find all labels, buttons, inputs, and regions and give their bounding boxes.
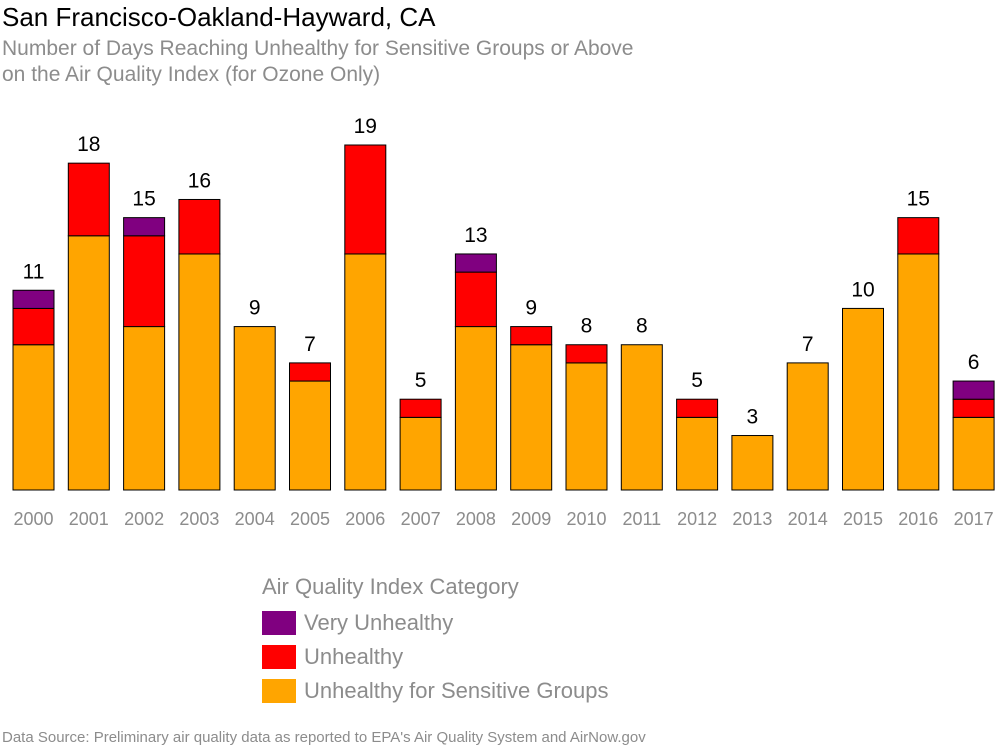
- x-tick-label-2008: 2008: [456, 509, 496, 529]
- bar-segment-2007-unhealthy: [399, 398, 442, 418]
- x-tick-label-2009: 2009: [511, 509, 551, 529]
- bar-segment-2002-sensitive: [123, 326, 166, 491]
- bar-total-label-2000: 11: [23, 260, 45, 283]
- chart-subtitle-line-2: on the Air Quality Index (for Ozone Only…: [2, 63, 381, 86]
- bar-segment-2006-sensitive: [344, 253, 387, 491]
- bar-segment-2008-very-unhealthy: [454, 253, 497, 273]
- x-tick-label-2013: 2013: [732, 509, 772, 529]
- bar-segment-2014-sensitive: [786, 362, 829, 491]
- bar-total-label-2006: 19: [354, 115, 377, 138]
- bar-total-label-2004: 9: [249, 297, 261, 320]
- bar-segment-2006-unhealthy: [344, 144, 387, 255]
- bar-segment-2017-sensitive: [952, 416, 995, 491]
- bar-segment-2007-sensitive: [399, 416, 442, 491]
- bar-segment-2001-sensitive: [67, 235, 110, 491]
- bar-segment-2009-sensitive: [510, 344, 553, 491]
- bar-total-label-2002: 15: [132, 188, 155, 211]
- x-tick-label-2005: 2005: [290, 509, 330, 529]
- x-tick-label-2002: 2002: [124, 509, 164, 529]
- bar-segment-2000-unhealthy: [12, 307, 55, 346]
- bar-segment-2003-sensitive: [178, 253, 221, 491]
- bar-segment-2016-sensitive: [897, 253, 940, 491]
- chart-title: San Francisco-Oakland-Hayward, CA: [2, 2, 436, 32]
- legend-swatch-very-unhealthy: [262, 611, 296, 635]
- x-tick-label-2003: 2003: [179, 509, 219, 529]
- x-tick-label-2016: 2016: [898, 509, 938, 529]
- bar-total-label-2011: 8: [636, 315, 648, 338]
- bar-chart: 11 2000 18 2001 15 2002 16 2003 9 2004 7 2005 19 2006…: [12, 115, 995, 529]
- x-tick-label-2017: 2017: [954, 509, 994, 529]
- bar-segment-2012-sensitive: [676, 416, 719, 491]
- bar-total-label-2013: 3: [747, 406, 759, 429]
- bar-segment-2008-sensitive: [454, 326, 497, 491]
- bar-total-label-2003: 16: [188, 169, 211, 192]
- bar-total-label-2001: 18: [77, 133, 100, 156]
- bar-segment-2004-sensitive: [233, 326, 276, 491]
- bar-segment-2002-very-unhealthy: [123, 217, 166, 237]
- bar-segment-2005-sensitive: [289, 380, 331, 491]
- bar-segment-2017-very-unhealthy: [952, 380, 995, 400]
- bar-total-label-2010: 8: [581, 315, 593, 338]
- x-tick-label-2011: 2011: [622, 509, 661, 529]
- bar-segment-2002-unhealthy: [123, 235, 166, 328]
- bar-segment-2010-unhealthy: [565, 344, 608, 364]
- bar-segment-2005-unhealthy: [289, 362, 331, 382]
- x-tick-label-2000: 2000: [13, 509, 53, 529]
- x-tick-label-2007: 2007: [401, 509, 441, 529]
- x-tick-label-2015: 2015: [843, 509, 883, 529]
- bar-segment-2000-very-unhealthy: [12, 289, 55, 309]
- bar-total-label-2017: 6: [968, 351, 980, 374]
- bar-total-label-2015: 10: [851, 278, 874, 301]
- legend-item-very-unhealthy: Very Unhealthy: [262, 606, 609, 640]
- bar-total-label-2005: 7: [304, 333, 316, 356]
- legend-label-very-unhealthy: Very Unhealthy: [304, 610, 454, 635]
- x-tick-label-2004: 2004: [235, 509, 275, 529]
- x-tick-label-2012: 2012: [677, 509, 717, 529]
- chart-subtitle-line-1: Number of Days Reaching Unhealthy for Se…: [2, 37, 634, 60]
- legend-item-sensitive: Unhealthy for Sensitive Groups: [262, 674, 609, 708]
- data-source-note: Data Source: Preliminary air quality dat…: [2, 729, 646, 746]
- bar-total-label-2016: 15: [907, 188, 930, 211]
- legend-title: Air Quality Index Category: [262, 574, 519, 599]
- bar-segment-2003-unhealthy: [178, 198, 221, 255]
- bar-segment-2008-unhealthy: [454, 271, 497, 328]
- bar-total-label-2014: 7: [802, 333, 814, 356]
- x-tick-label-2006: 2006: [345, 509, 385, 529]
- legend-item-unhealthy: Unhealthy: [262, 640, 609, 674]
- bar-total-label-2009: 9: [525, 297, 537, 320]
- bar-total-label-2012: 5: [691, 369, 703, 392]
- x-tick-label-2010: 2010: [566, 509, 606, 529]
- bar-segment-2011-sensitive: [620, 344, 663, 491]
- legend-label-sensitive: Unhealthy for Sensitive Groups: [304, 678, 609, 703]
- chart-subtitle: Number of Days Reaching Unhealthy for Se…: [2, 36, 634, 88]
- legend-label-unhealthy: Unhealthy: [304, 644, 404, 669]
- bar-segment-2015-sensitive: [842, 307, 884, 491]
- bar-segment-2012-unhealthy: [676, 398, 719, 418]
- x-tick-label-2001: 2001: [69, 509, 109, 529]
- bar-segment-2010-sensitive: [565, 362, 608, 491]
- x-tick-label-2014: 2014: [788, 509, 828, 529]
- bar-segment-2000-sensitive: [12, 344, 55, 491]
- legend-swatch-sensitive: [262, 679, 296, 703]
- bar-total-label-2008: 13: [464, 224, 487, 247]
- legend-swatch-unhealthy: [262, 645, 296, 669]
- bar-segment-2016-unhealthy: [897, 217, 940, 255]
- bar-segment-2001-unhealthy: [67, 162, 110, 237]
- bar-segment-2013-sensitive: [731, 435, 774, 491]
- bar-segment-2017-unhealthy: [952, 398, 995, 418]
- legend: Air Quality Index Category Very Unhealth…: [262, 574, 609, 708]
- bar-segment-2009-unhealthy: [510, 326, 553, 346]
- bar-total-label-2007: 5: [415, 369, 427, 392]
